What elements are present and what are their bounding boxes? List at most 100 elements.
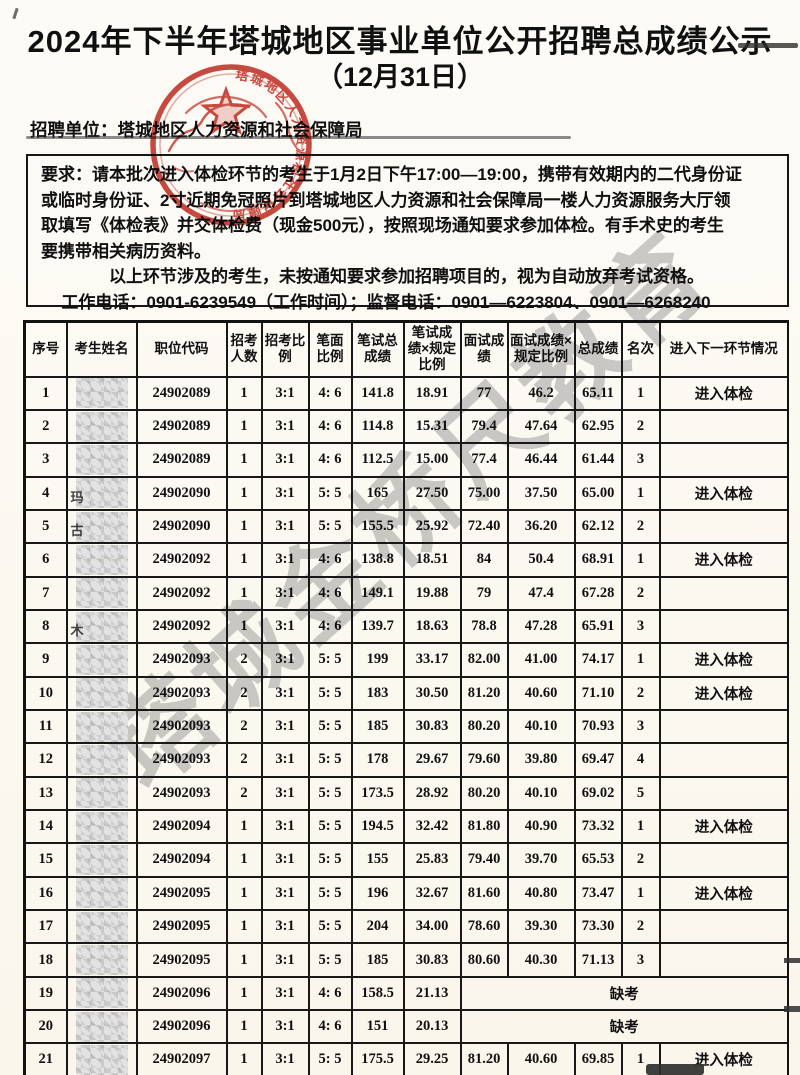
cell-index: 1 bbox=[23, 375, 68, 411]
cell-interview-score: 82.00 bbox=[459, 642, 509, 678]
cell-position-code: 24902093 bbox=[135, 675, 228, 711]
cell-total-score: 68.91 bbox=[573, 542, 623, 578]
cell-total-score: 62.95 bbox=[573, 408, 623, 445]
cell-interview-weighted: 40.60 bbox=[506, 675, 576, 711]
cell-written-weighted: 18.91 bbox=[402, 375, 462, 411]
cell-interview-score: 84 bbox=[459, 542, 509, 578]
cell-written-interview-ratio: 5: 5 bbox=[307, 675, 353, 711]
cell-rank: 2 bbox=[620, 675, 661, 711]
cell-interview-weighted: 39.70 bbox=[506, 842, 576, 878]
blurred-name-mosaic bbox=[75, 645, 128, 675]
cell-index: 10 bbox=[23, 675, 68, 711]
cell-position-code: 24902095 bbox=[135, 942, 228, 978]
cell-next-stage: 进入体检 bbox=[658, 675, 789, 711]
notice-phone-line: 工作电话：0901-6239549（工作时间）；监督电话：0901—622380… bbox=[61, 292, 711, 312]
cell-written-weighted: 29.25 bbox=[402, 1042, 462, 1075]
cell-candidate-name bbox=[65, 875, 138, 912]
cell-written-interview-ratio: 5: 5 bbox=[307, 808, 353, 845]
cell-index: 2 bbox=[23, 408, 68, 445]
cell-absent-merged: 缺考 bbox=[459, 975, 789, 1012]
column-header-6: 笔试总成绩 bbox=[350, 320, 405, 378]
cell-position-code: 24902096 bbox=[135, 1009, 228, 1045]
cell-candidate-name bbox=[65, 775, 138, 811]
cell-written-interview-ratio: 5: 5 bbox=[307, 742, 353, 778]
cell-interview-weighted: 41.00 bbox=[506, 642, 576, 678]
cell-candidate-name bbox=[65, 675, 138, 711]
scan-artifact-line bbox=[26, 136, 571, 139]
cell-openings: 1 bbox=[225, 408, 263, 445]
cell-written-score: 138.8 bbox=[350, 542, 405, 578]
cell-index: 6 bbox=[23, 542, 68, 578]
cell-written-score: 139.7 bbox=[350, 608, 405, 645]
table-row: 17 24902095 1 3:1 5: 5 204 34.00 78.60 39.30 73.3… bbox=[23, 908, 789, 945]
cell-openings: 1 bbox=[225, 908, 263, 945]
cell-rank: 3 bbox=[620, 442, 661, 478]
blurred-name-mosaic bbox=[75, 611, 128, 642]
cell-position-code: 24902090 bbox=[135, 508, 228, 545]
cell-total-score: 65.11 bbox=[573, 375, 623, 411]
cell-interview-weighted: 36.20 bbox=[506, 508, 576, 545]
cell-recruit-ratio: 3:1 bbox=[260, 542, 310, 578]
cell-rank: 3 bbox=[620, 942, 661, 978]
cell-candidate-name bbox=[65, 408, 138, 445]
cell-index: 13 bbox=[23, 775, 68, 811]
table-row: 3 24902089 1 3:1 4: 6 112.5 15.00 77.4 46.44 61.4… bbox=[23, 442, 789, 478]
cell-interview-score: 81.20 bbox=[459, 675, 509, 711]
cell-interview-score: 80.20 bbox=[459, 775, 509, 811]
cell-interview-weighted: 40.10 bbox=[506, 708, 576, 745]
cell-position-code: 24902089 bbox=[135, 442, 228, 478]
blurred-name-mosaic bbox=[75, 378, 128, 408]
column-header-7: 笔试成绩×规定比例 bbox=[402, 320, 462, 378]
blurred-name-mosaic bbox=[75, 912, 128, 942]
cell-openings: 1 bbox=[225, 1009, 263, 1045]
cell-interview-score: 79 bbox=[459, 575, 509, 611]
cell-rank: 2 bbox=[620, 508, 661, 545]
cell-candidate-name: 古 bbox=[65, 508, 138, 545]
cell-written-score: 196 bbox=[350, 875, 405, 912]
cell-next-stage bbox=[658, 708, 789, 745]
cell-written-weighted: 30.83 bbox=[402, 708, 462, 745]
cell-written-score: 204 bbox=[350, 908, 405, 945]
cell-next-stage: 进入体检 bbox=[658, 808, 789, 845]
cell-written-weighted: 28.92 bbox=[402, 775, 462, 811]
cell-position-code: 24902096 bbox=[135, 975, 228, 1012]
cell-index: 21 bbox=[23, 1042, 68, 1075]
cell-rank: 1 bbox=[620, 542, 661, 578]
cell-total-score: 69.85 bbox=[573, 1042, 623, 1075]
cell-candidate-name bbox=[65, 708, 138, 745]
cell-next-stage: 进入体检 bbox=[658, 642, 789, 678]
cell-interview-weighted: 46.44 bbox=[506, 442, 576, 478]
table-row: 11 24902093 2 3:1 5: 5 185 30.83 80.20 40.10 70.9… bbox=[23, 708, 789, 745]
cell-recruit-ratio: 3:1 bbox=[260, 942, 310, 978]
cell-openings: 1 bbox=[225, 808, 263, 845]
cell-written-score: 155.5 bbox=[350, 508, 405, 545]
cell-written-interview-ratio: 5: 5 bbox=[307, 1042, 353, 1075]
cell-openings: 2 bbox=[225, 775, 263, 811]
cell-written-interview-ratio: 4: 6 bbox=[307, 442, 353, 478]
cell-candidate-name bbox=[65, 442, 138, 478]
column-header-10: 总成绩 bbox=[573, 320, 623, 378]
cell-written-score: 173.5 bbox=[350, 775, 405, 811]
cell-position-code: 24902089 bbox=[135, 408, 228, 445]
cell-index: 15 bbox=[23, 842, 68, 878]
cell-written-interview-ratio: 5: 5 bbox=[307, 642, 353, 678]
blurred-name-mosaic bbox=[75, 478, 128, 508]
cell-written-score: 112.5 bbox=[350, 442, 405, 478]
cell-interview-score: 81.80 bbox=[459, 808, 509, 845]
cell-total-score: 70.93 bbox=[573, 708, 623, 745]
cell-interview-weighted: 40.80 bbox=[506, 875, 576, 912]
cell-written-weighted: 25.92 bbox=[402, 508, 462, 545]
cell-written-score: 158.5 bbox=[350, 975, 405, 1012]
cell-openings: 1 bbox=[225, 575, 263, 611]
cell-rank: 1 bbox=[620, 808, 661, 845]
cell-interview-score: 80.20 bbox=[459, 708, 509, 745]
cell-total-score: 71.13 bbox=[573, 942, 623, 978]
cell-written-score: 194.5 bbox=[350, 808, 405, 845]
table-row: 8 木 24902092 1 3:1 4: 6 139.7 18.63 78.8 47.28 65.… bbox=[23, 608, 789, 645]
blurred-name-mosaic bbox=[75, 1012, 128, 1042]
cell-written-interview-ratio: 5: 5 bbox=[307, 508, 353, 545]
cell-written-weighted: 29.67 bbox=[402, 742, 462, 778]
cell-interview-weighted: 37.50 bbox=[506, 475, 576, 511]
cell-written-weighted: 32.67 bbox=[402, 875, 462, 912]
cell-written-weighted: 34.00 bbox=[402, 908, 462, 945]
